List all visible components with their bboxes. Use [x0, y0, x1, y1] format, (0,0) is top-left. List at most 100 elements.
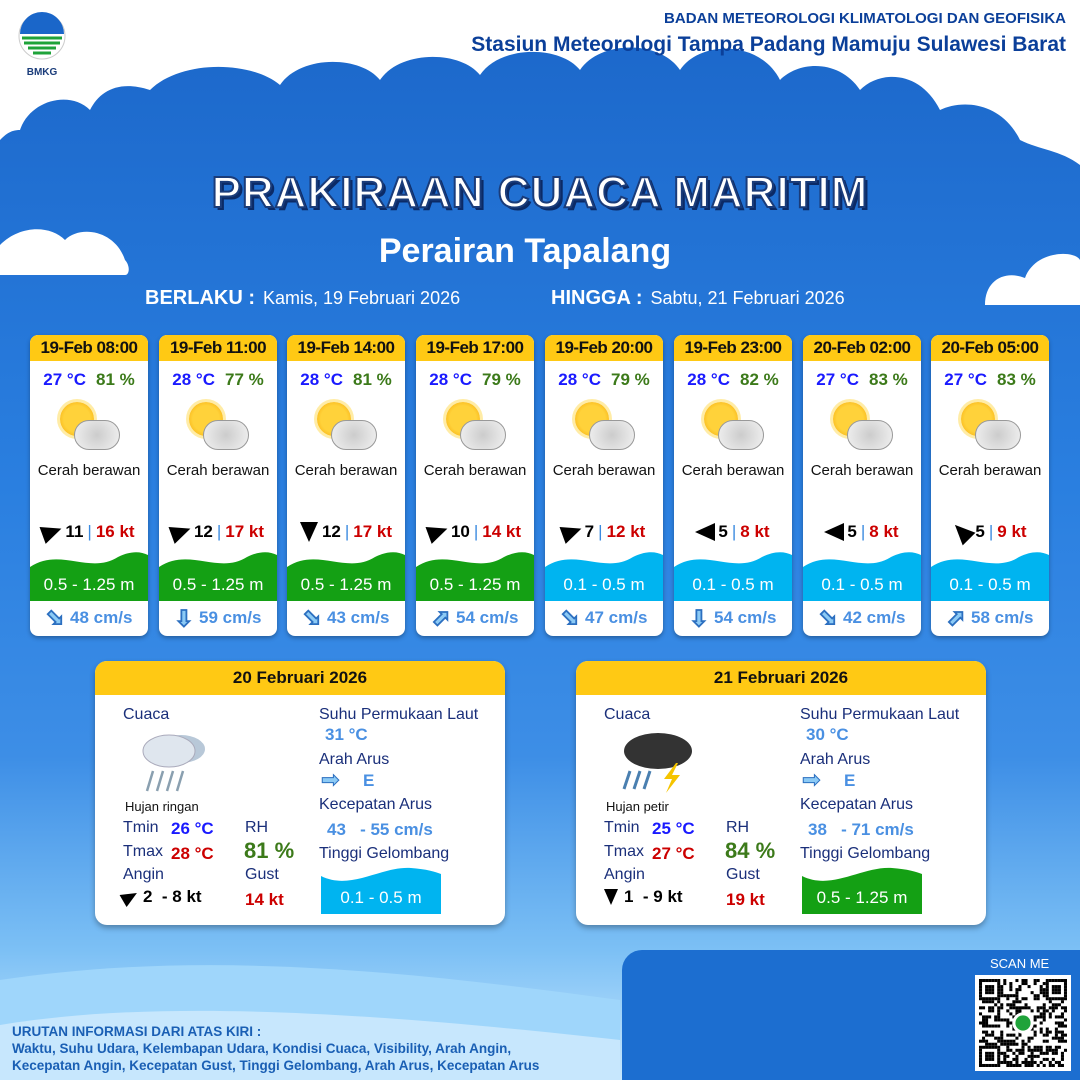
wave-height: 0.5 - 1.25 m	[159, 547, 277, 601]
temp-rh: 28 °C 82 %	[674, 370, 792, 390]
rh-label: RH	[726, 819, 750, 836]
wind-speed: 12	[193, 522, 213, 541]
station-name: Stasiun Meteorologi Tampa Padang Mamuju …	[471, 33, 1066, 56]
info-title: URUTAN INFORMASI DARI ATAS KIRI :	[12, 1024, 262, 1039]
separator: |	[731, 522, 737, 541]
wind-row: 2 - 8 kt	[119, 886, 202, 908]
light-rain-icon	[137, 727, 217, 802]
info-line-2: Kecepatan Angin, Kecepatan Gust, Tinggi …	[12, 1058, 540, 1073]
separator: |	[598, 522, 603, 541]
current-speed: 47 cm/s	[585, 608, 648, 627]
wave-label: Tinggi Gelombang	[800, 845, 931, 862]
weather-condition: Cerah berawan	[166, 462, 270, 479]
wave-height-value: 0.1 - 0.5 m	[563, 575, 645, 594]
wave-height-value: 0.1 - 0.5 m	[949, 575, 1031, 594]
temp-rh: 27 °C 83 %	[931, 370, 1049, 390]
weather-label: Cuaca	[604, 706, 651, 723]
gust-label: Gust	[726, 866, 760, 883]
wind-direction-icon	[948, 518, 976, 546]
org-header: BADAN METEOROLOGI KLIMATOLOGI DAN GEOFIS…	[471, 10, 1066, 57]
partly-cloudy-icon	[955, 400, 1025, 454]
temp-rh: 27 °C 83 %	[803, 370, 921, 390]
weather-label: Cuaca	[123, 706, 170, 723]
wind-row: 7 | 12 kt	[545, 520, 663, 544]
forecast-time: 19-Feb 23:00	[674, 335, 792, 361]
wind-speed: 12	[321, 522, 341, 541]
valid-from-date: Kamis, 19 Februari 2026	[263, 288, 461, 308]
temp-rh: 28 °C 77 %	[159, 370, 277, 390]
weather-condition: Cerah berawan	[37, 462, 141, 479]
tmin-value: 26 °C	[171, 819, 214, 838]
forecast-card: 19-Feb 20:00 28 °C 79 % Cerah berawan 7 | 1…	[545, 335, 663, 636]
partly-cloudy-icon	[698, 400, 768, 454]
wave-label: Tinggi Gelombang	[319, 845, 450, 862]
weather-condition: Hujan petir	[606, 799, 669, 814]
forecast-card: 20-Feb 05:00 27 °C 83 % Cerah berawan 5 | 9…	[931, 335, 1049, 636]
current-speed: 54 cm/s	[456, 608, 519, 627]
partly-cloudy-icon	[311, 400, 381, 454]
wind-label: Angin	[123, 866, 164, 883]
valid-from-label: BERLAKU :	[145, 287, 255, 309]
current-speed-label: Kecepatan Arus	[800, 796, 913, 813]
current-speed-value: 38 - 71 cm/s	[808, 820, 914, 839]
wave-icon	[159, 552, 277, 601]
current-direction-icon: ➡	[171, 608, 197, 628]
thunderstorm-icon	[618, 727, 698, 802]
forecast-time: 19-Feb 11:00	[159, 335, 277, 361]
tmax-value: 28 °C	[171, 844, 214, 863]
wind-speed: 2 - 8 kt	[143, 887, 202, 906]
wind-speed: 5	[718, 522, 728, 541]
current-speed: 59 cm/s	[199, 608, 262, 627]
current-direction-label: Arah Arus	[800, 751, 871, 768]
qr-code[interactable]	[975, 975, 1071, 1071]
tmin-label: Tmin	[123, 819, 159, 836]
wave-height: 0.1 - 0.5 m	[321, 866, 441, 914]
forecast-time: 19-Feb 20:00	[545, 335, 663, 361]
current-row: ➡ 59 cm/s	[159, 607, 277, 629]
wave-icon	[674, 552, 792, 601]
gust-speed: 9 kt	[997, 522, 1027, 541]
forecast-card: 19-Feb 11:00 28 °C 77 % Cerah berawan 12 |…	[159, 335, 277, 636]
valid-from: BERLAKU : Kamis, 19 Februari 2026	[145, 287, 460, 310]
partly-cloudy-icon	[440, 400, 510, 454]
gust-value: 14 kt	[245, 890, 284, 909]
wave-height-value: 0.1 - 0.5 m	[692, 575, 774, 594]
current-speed: 42 cm/s	[843, 608, 906, 627]
cloud-right	[985, 253, 1080, 305]
wind-row: 10 | 14 kt	[416, 520, 534, 544]
bmkg-logo: BMKG	[14, 12, 70, 78]
air-temp: 27 °C	[944, 370, 987, 389]
wind-direction-icon	[119, 886, 141, 908]
wave-icon	[802, 867, 922, 914]
wave-height: 0.5 - 1.25 m	[287, 547, 405, 601]
sst-label: Suhu Permukaan Laut	[319, 706, 479, 723]
partly-cloudy-icon	[569, 400, 639, 454]
current-row: ➡ 48 cm/s	[30, 602, 148, 634]
page-title: PRAKIRAAN CUACA MARITIM	[211, 167, 869, 218]
wave-height-value: 0.5 - 1.25 m	[43, 575, 135, 594]
current-row: ➡ 47 cm/s	[545, 602, 663, 634]
wind-speed: 11	[65, 522, 84, 541]
current-direction-icon: ➡	[940, 602, 972, 634]
wave-height: 0.5 - 1.25 m	[802, 866, 922, 914]
forecast-card: 20-Feb 02:00 27 °C 83 % Cerah berawan 5 | 8…	[803, 335, 921, 636]
rh-value: 84 %	[725, 838, 776, 863]
forecast-card: 19-Feb 14:00 28 °C 81 % Cerah berawan 12 |…	[287, 335, 405, 636]
wave-height-value: 0.5 - 1.25 m	[300, 575, 392, 594]
org-name: BADAN METEOROLOGI KLIMATOLOGI DAN GEOFIS…	[664, 10, 1066, 27]
wind-direction-icon	[824, 523, 845, 541]
gust-label: Gust	[245, 866, 279, 883]
current-direction-icon: ➡	[425, 602, 457, 634]
wave-height: 0.1 - 0.5 m	[803, 547, 921, 601]
footer-waves	[0, 965, 620, 1080]
tmax-label: Tmax	[123, 843, 163, 860]
info-line-1: Waktu, Suhu Udara, Kelembapan Udara, Kon…	[12, 1041, 512, 1056]
gust-value: 19 kt	[726, 890, 765, 909]
humidity: 83 %	[868, 370, 908, 389]
wind-label: Angin	[604, 866, 645, 883]
current-speed: 58 cm/s	[971, 608, 1034, 627]
forecast-card: 19-Feb 08:00 27 °C 81 % Cerah berawan 11 |…	[30, 335, 148, 636]
separator: |	[473, 522, 479, 541]
gust-speed: 16 kt	[95, 522, 135, 541]
rh-label: RH	[245, 819, 269, 836]
